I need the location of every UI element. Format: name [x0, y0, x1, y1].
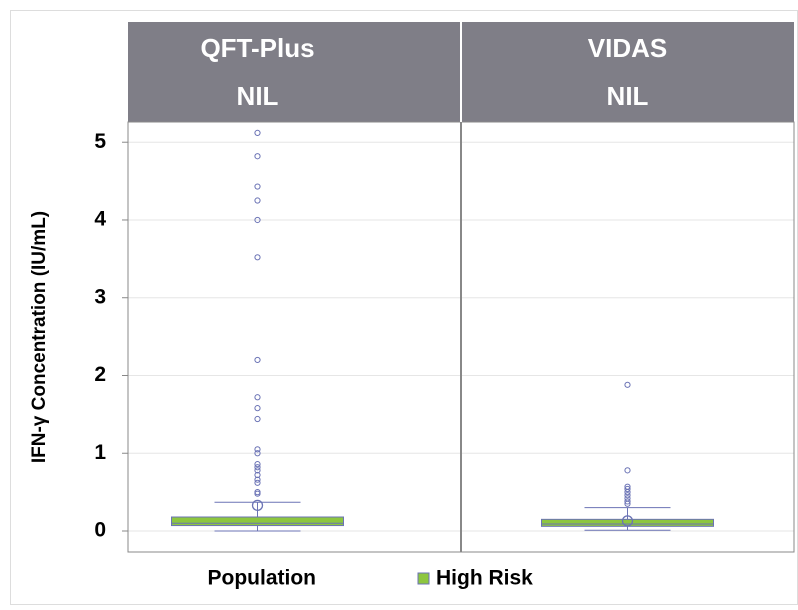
y-tick-label: 2 [94, 363, 106, 386]
y-tick-label: 1 [94, 441, 106, 464]
y-tick-label: 5 [94, 130, 106, 153]
outlier [254, 461, 261, 468]
outlier [254, 467, 261, 474]
outlier [254, 490, 261, 497]
panel-title: NIL [237, 81, 279, 111]
outlier [254, 129, 261, 136]
outlier [254, 405, 261, 412]
panel-title: QFT-Plus [200, 33, 314, 63]
y-axis-title: IFN-γ Concentration (IU/mL) [29, 211, 50, 463]
outlier [624, 489, 631, 496]
outlier [624, 467, 631, 474]
y-tick-label: 0 [94, 519, 106, 542]
outlier [254, 446, 261, 453]
legend-label: High Risk [436, 567, 533, 590]
panel-title: VIDAS [588, 33, 667, 63]
outlier [254, 183, 261, 190]
mean [251, 499, 264, 511]
outlier [624, 500, 631, 507]
mean [621, 515, 634, 527]
panel-title: NIL [607, 81, 649, 111]
box [171, 516, 344, 527]
outlier [624, 498, 631, 505]
outlier [254, 216, 261, 224]
outlier [254, 415, 261, 423]
legend-title: Population [208, 567, 317, 590]
outlier [254, 479, 261, 486]
outlier [254, 471, 261, 479]
outlier [254, 254, 261, 261]
y-tick-label: 3 [94, 285, 106, 308]
y-tick-label: 4 [94, 208, 106, 231]
outlier [254, 450, 261, 457]
outlier [624, 381, 631, 388]
outlier [254, 356, 261, 364]
outlier [254, 394, 261, 401]
legend-swatch [417, 572, 430, 585]
outlier [254, 153, 261, 160]
outlier [254, 197, 261, 204]
outlier [254, 464, 261, 471]
outlier [624, 492, 631, 499]
outlier [254, 476, 261, 483]
outlier [624, 485, 631, 493]
